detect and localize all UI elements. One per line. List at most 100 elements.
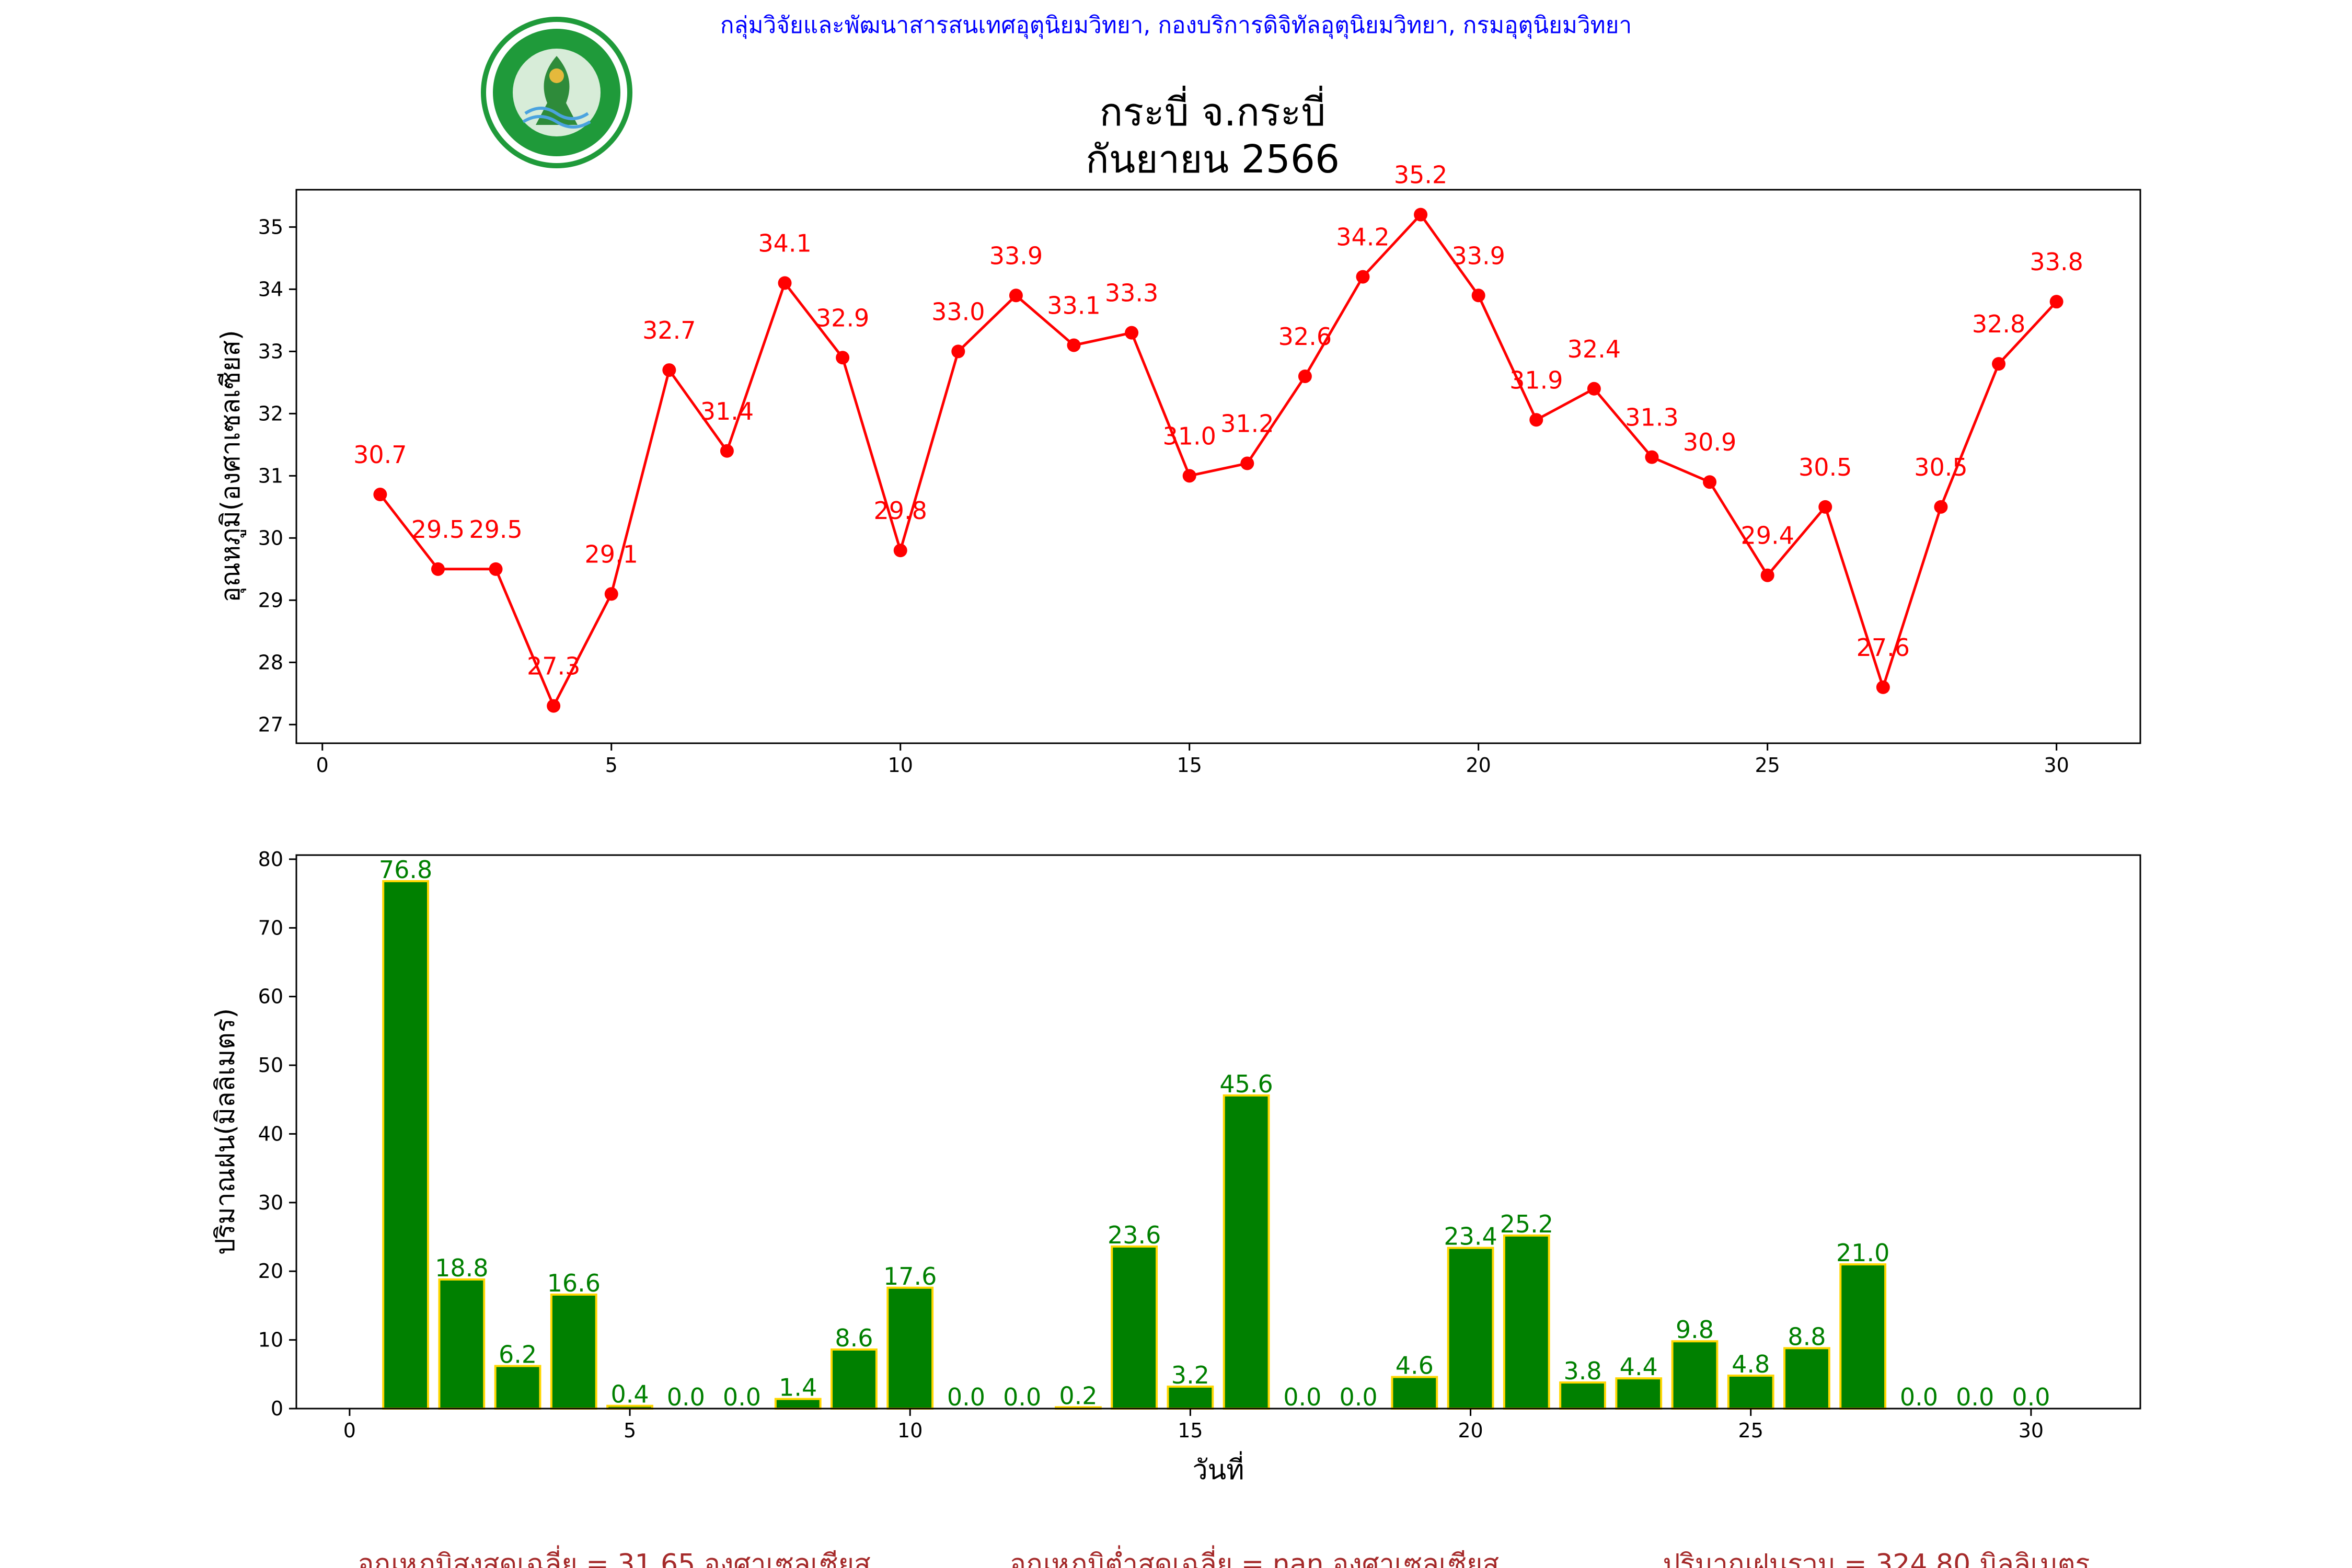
x-tick-label: 25 [1755,754,1780,777]
temperature-point [1934,500,1948,514]
rainfall-data-label: 17.6 [883,1262,937,1290]
temperature-points: 30.7 29.5 29.5 27.3 29.1 32.7 31.4 34.1 32.9 29.8… [353,161,2083,713]
temperature-data-label: 31.3 [1625,403,1678,432]
total-rainfall: ปริมาณฝนรวม = 324.80 มิลลิเมตร [1663,1549,2090,1568]
temperature-chart: 0 5 10 15 20 25 30 27 28 29 30 31 32 33 34 35 30.7 29.5… [215,161,2141,777]
y-tick-label: 0 [271,1397,283,1420]
temperature-data-label: 31.4 [700,397,754,425]
temperature-y-axis: 27 28 29 30 31 32 33 34 35 [258,215,296,736]
temperature-data-label: 33.8 [2030,248,2083,276]
temperature-data-label: 32.7 [642,316,696,344]
rainfall-bar [382,880,429,1410]
rainfall-data-label: 8.6 [835,1324,873,1352]
temperature-point [1182,469,1196,483]
temperature-data-label: 32.4 [1567,335,1621,363]
temperature-point [547,699,561,713]
temperature-series-line [379,212,2058,709]
temperature-y-label: อุณหภูมิ(องศาเซลเซียส) [215,330,246,602]
y-tick-label: 32 [258,402,283,425]
temperature-data-label: 29.5 [411,515,465,544]
rainfall-x-label: วันที่ [1192,1451,1244,1486]
x-tick-label: 20 [1466,754,1491,777]
temperature-x-axis: 0 5 10 15 20 25 30 [316,743,2069,777]
chart-title-line2: กันยายน 2566 [1086,137,1340,182]
rainfall-bar [1223,1094,1270,1410]
y-tick-label: 29 [258,589,283,612]
rainfall-bar [1447,1247,1494,1410]
temperature-point [1760,568,1774,582]
y-tick-label: 31 [258,464,283,487]
rainfall-bar [494,1365,541,1410]
temperature-plot-area [295,189,2141,744]
rainfall-bar [886,1286,934,1410]
temperature-point [1471,289,1485,303]
y-tick-label: 50 [258,1054,283,1077]
rainfall-bar [1615,1377,1663,1410]
rainfall-data-label: 76.8 [379,856,432,884]
department-logo [481,17,632,168]
rainfall-data-label: 25.2 [1500,1210,1553,1238]
rainfall-data-label: 18.8 [435,1254,488,1282]
temperature-data-label: 31.9 [1509,366,1563,394]
temperature-data-label: 27.6 [1857,633,1910,662]
temperature-data-label: 35.2 [1394,161,1447,189]
rainfall-data-label: 1.4 [779,1374,817,1402]
chart-title-line1: กระบี่ จ.กระบี่ [1100,85,1326,135]
y-tick-label: 40 [258,1122,283,1145]
y-tick-label: 28 [258,651,283,674]
x-tick-label: 15 [1178,1419,1203,1442]
temperature-data-label: 33.9 [989,241,1043,270]
x-tick-label: 5 [624,1419,636,1442]
temperature-point [1067,338,1081,352]
temperature-point [836,351,850,365]
rainfall-bar [1671,1340,1719,1410]
y-tick-label: 35 [258,215,283,238]
x-tick-label: 5 [605,754,618,777]
rainfall-data-label: 0.2 [1059,1381,1097,1410]
rainfall-data-label: 4.6 [1396,1352,1434,1380]
temperature-data-label: 31.0 [1162,422,1216,450]
x-tick-label: 30 [2044,754,2069,777]
rainfall-data-label: 4.8 [1732,1350,1770,1378]
rainfall-data-label: 16.6 [547,1269,601,1297]
agency-header: กลุ่มวิจัยและพัฒนาสารสนเทศอุตุนิยมวิทยา,… [720,12,1632,39]
rainfall-bar [831,1348,878,1410]
y-tick-label: 80 [258,848,283,871]
temperature-point [489,562,503,576]
temperature-point [431,562,445,576]
rainfall-data-label: 0.0 [1003,1383,1041,1411]
x-tick-label: 25 [1738,1419,1763,1442]
temperature-data-label: 31.2 [1220,410,1274,438]
rainfall-data-label: 45.6 [1219,1070,1273,1098]
rainfall-data-label: 4.4 [1620,1353,1658,1381]
temperature-data-label: 27.3 [527,652,580,681]
rainfall-chart: 76.8 18.8 6.2 16.6 0.4 0.0 0.0 1.4 8.6 17.6 0.0 0.0… [210,848,2141,1486]
temperature-data-label: 32.6 [1278,322,1332,351]
temperature-point [893,544,907,558]
rainfall-data-label: 0.0 [947,1383,985,1411]
temperature-point [1818,500,1832,514]
temperature-data-label: 34.1 [758,229,811,257]
temperature-point [1876,680,1890,694]
rainfall-data-label: 9.8 [1676,1316,1714,1344]
rainfall-data-label: 0.0 [1283,1383,1321,1411]
x-tick-label: 0 [343,1419,356,1442]
temperature-data-label: 34.2 [1336,223,1389,251]
rainfall-bar [1503,1234,1550,1410]
temperature-data-label: 29.5 [469,515,522,544]
rainfall-bar [1111,1245,1158,1410]
temperature-point [1587,382,1601,396]
temperature-data-label: 33.3 [1105,279,1158,307]
rainfall-data-label: 3.2 [1171,1361,1209,1389]
x-tick-label: 10 [888,754,913,777]
rainfall-data-label: 23.6 [1108,1221,1161,1249]
rainfall-data-label: 6.2 [499,1341,537,1369]
temperature-point [951,344,965,359]
temperature-point [2049,295,2063,309]
rainfall-data-label: 0.0 [1956,1383,1994,1411]
temperature-point [373,488,387,502]
temperature-data-label: 30.5 [1798,453,1852,481]
temperature-data-label: 30.7 [353,441,407,469]
temperature-data-label: 29.4 [1740,522,1794,550]
